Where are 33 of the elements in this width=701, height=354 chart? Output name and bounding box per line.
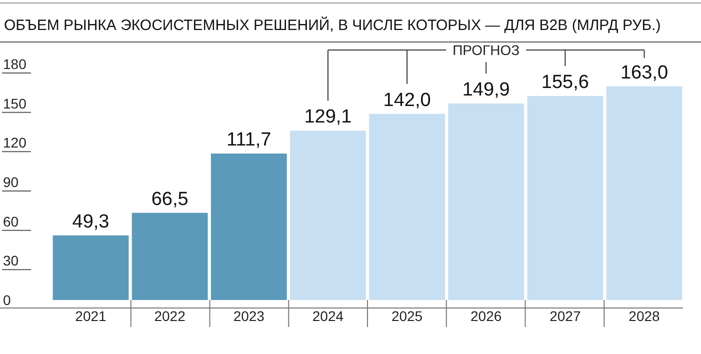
data-label: 155,6 [541,72,589,93]
data-label: 163,0 [620,62,668,84]
y-tick-label: 120 [3,134,27,151]
data-label: 111,7 [226,130,272,151]
text: ПРОГНОЗ [452,42,520,58]
x-tick-label: 2021 [75,308,107,324]
x-tick-label: 2022 [154,308,186,324]
x-tick-label: 2023 [233,308,265,324]
data-label: 149,9 [462,79,510,100]
bar [606,86,682,300]
data-label: 66,5 [151,188,188,210]
x-tick-label: 2024 [312,308,344,324]
x-tick-label: 2026 [470,308,502,324]
data-label: 142,0 [383,90,431,111]
data-label: 129,1 [304,106,352,128]
bar [448,103,524,300]
y-tick-label: 30 [3,252,19,269]
bar [290,130,366,300]
data-label: 49,3 [72,211,110,232]
bar [52,235,129,300]
bar [369,114,445,300]
x-tick-label: 2025 [391,308,423,324]
y-tick-label: 60 [3,213,19,230]
x-tick-label: 2028 [628,308,660,324]
y-tick-label: 90 [3,174,19,190]
y-tick-label: 150 [3,95,27,112]
bar [527,96,604,300]
x-tick-label: 2027 [550,308,581,324]
chart-title: ОБЪЕМ РЫНКА ЭКОСИСТЕМНЫХ РЕШЕНИЙ, В ЧИСЛЕ КОТОРЫХ — ДЛЯ B2B (МЛРД РУБ.) [4,16,661,34]
y-tick-label: 180 [3,56,27,72]
bar [132,212,208,300]
bar [210,154,287,300]
y-tick-label: 0 [3,292,11,308]
